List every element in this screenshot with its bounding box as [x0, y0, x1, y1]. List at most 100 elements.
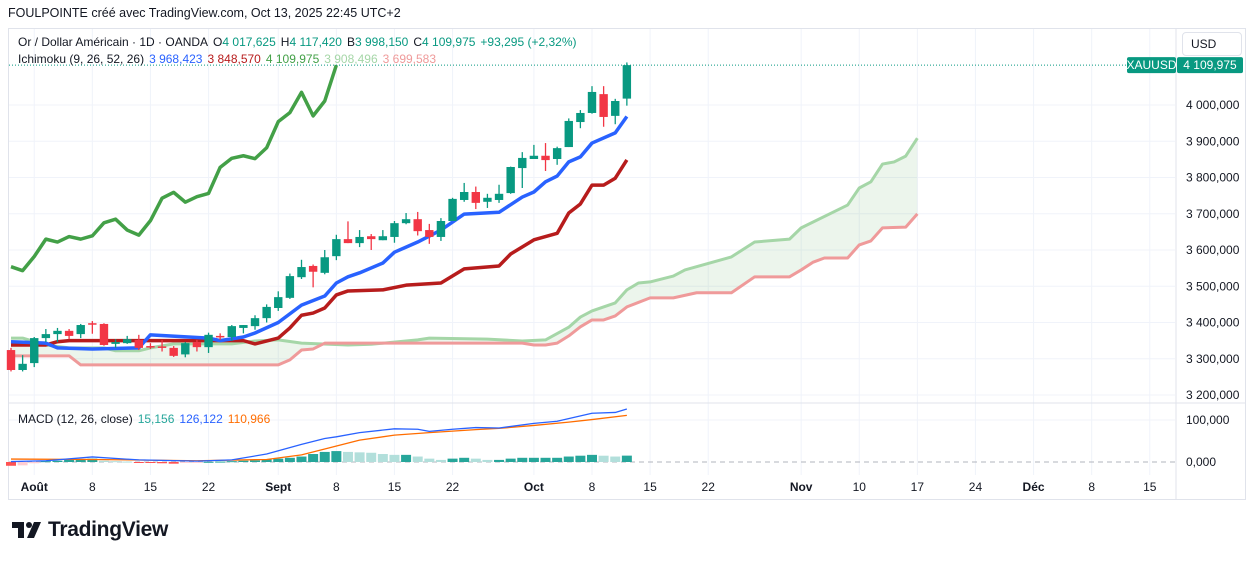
currency-button[interactable]: USD [1182, 32, 1242, 56]
candle-body[interactable] [64, 330, 74, 336]
chart-credit: FOULPOINTE créé avec TradingView.com, Oc… [8, 6, 401, 20]
candle-body[interactable] [239, 325, 248, 328]
candle-body[interactable] [541, 155, 550, 161]
last-price-badge-label: 4 109,975 [1183, 58, 1237, 72]
candle-body[interactable] [332, 239, 341, 257]
change-value: +93,295 (+2,32%) [480, 35, 577, 49]
macd-histogram-bar [308, 454, 319, 462]
candle-body[interactable] [297, 267, 306, 278]
macd-histogram-bar [424, 458, 435, 462]
candle-body[interactable] [76, 325, 85, 335]
macd-histogram-bar [98, 460, 109, 462]
macd-histogram-bar [377, 454, 388, 462]
time-axis-label: Oct [524, 480, 544, 494]
candle-body[interactable] [483, 197, 492, 202]
price-axis-label: 3 300,000 [1186, 352, 1240, 366]
candle-body[interactable] [215, 335, 225, 338]
macd-histogram-bar [505, 458, 516, 462]
candle-body[interactable] [111, 342, 120, 344]
candle-body[interactable] [448, 198, 457, 221]
tradingview-logo-icon [12, 522, 41, 538]
price-axis-label: 3 600,000 [1186, 243, 1240, 257]
macd-label: MACD (12, 26, close) [18, 412, 133, 426]
candle-body[interactable] [53, 330, 62, 335]
candle-body[interactable] [99, 323, 109, 345]
candle-body[interactable] [576, 112, 585, 123]
time-axis-label: 15 [643, 480, 657, 494]
macd-histogram-bar [540, 457, 551, 462]
time-axis-label: Sept [265, 480, 291, 494]
candle-body[interactable] [88, 323, 97, 325]
macd-histogram-bar [52, 460, 63, 462]
candle-body[interactable] [250, 318, 260, 327]
time-axis-label: 8 [589, 480, 596, 494]
macd-axis-label: 0,000 [1186, 455, 1216, 469]
price-axis-label: 3 500,000 [1186, 279, 1240, 293]
candle-body[interactable] [204, 334, 213, 348]
macd-histogram-bar [122, 461, 133, 463]
macd-histogram-bar [621, 455, 632, 462]
candle-body[interactable] [41, 334, 51, 339]
candle-body[interactable] [401, 219, 411, 224]
time-axis-label: 24 [969, 480, 983, 494]
candle-body[interactable] [367, 236, 376, 240]
candle-body[interactable] [599, 94, 608, 117]
candle-body[interactable] [413, 219, 422, 232]
candle-body[interactable] [506, 166, 515, 194]
candle-body[interactable] [611, 101, 620, 116]
macd-legend[interactable]: MACD (12, 26, close) 15,156 126,122 110,966 [18, 412, 275, 426]
candle-body[interactable] [355, 236, 364, 244]
close-value: 4 109,975 [422, 35, 476, 49]
time-axis-label: 22 [446, 480, 460, 494]
macd-histogram-bar [435, 459, 446, 462]
macd-histogram-bar [29, 462, 40, 464]
candle-body[interactable] [564, 120, 573, 148]
candle-body[interactable] [587, 91, 597, 113]
candle-body[interactable] [425, 230, 434, 237]
chart-canvas[interactable]: 4 000,000 3 900,000 3 800,000 3 700,000 3 60… [0, 0, 1257, 505]
candle-body[interactable] [343, 239, 353, 244]
candle-body[interactable] [181, 343, 190, 355]
macd-histogram-bar [133, 462, 144, 463]
candle-body[interactable] [6, 350, 16, 370]
candle-body[interactable] [262, 306, 271, 319]
candle-body[interactable] [146, 346, 155, 348]
time-axis-label: 22 [702, 480, 716, 494]
candle-body[interactable] [552, 148, 562, 160]
candle-body[interactable] [459, 192, 469, 200]
macd-histogram-bar [575, 455, 586, 462]
candle-body[interactable] [471, 192, 480, 203]
candle-body[interactable] [157, 346, 167, 348]
price-axis-label: 3 400,000 [1186, 316, 1240, 330]
candle-body[interactable] [308, 265, 318, 272]
candle-body[interactable] [622, 65, 632, 99]
candle-body[interactable] [123, 339, 132, 344]
candle-body[interactable] [192, 342, 202, 348]
candle-body[interactable] [18, 363, 27, 370]
macd-line-value: 126,122 [179, 412, 223, 426]
symbol-legend[interactable]: Or / Dollar Américain · 1D · OANDA O4 017… [18, 35, 582, 49]
candle-body[interactable] [169, 347, 178, 356]
candle-body[interactable] [518, 157, 527, 169]
candle-body[interactable] [529, 155, 539, 160]
macd-histogram-bar [110, 461, 121, 463]
macd-histogram-bar [215, 461, 226, 463]
tradingview-logo[interactable]: TradingView [12, 518, 168, 542]
span-b-value: 3 699,583 [382, 52, 437, 66]
candle-body[interactable] [227, 326, 236, 337]
macd-histogram-bar [494, 459, 505, 462]
candle-body[interactable] [378, 236, 388, 241]
candle-body[interactable] [436, 221, 446, 237]
macd-histogram-bar [191, 462, 202, 463]
macd-histogram-bar [17, 462, 28, 466]
candle-body[interactable] [320, 257, 329, 273]
candle-body[interactable] [390, 223, 399, 237]
tenkan-sen-line [10, 115, 629, 351]
candle-body[interactable] [134, 339, 144, 348]
candle-body[interactable] [285, 276, 295, 298]
ichimoku-legend[interactable]: Ichimoku (9, 26, 52, 26) 3 968,423 3 848,5… [18, 52, 441, 66]
candle-body[interactable] [274, 297, 283, 308]
macd-histogram-bar [6, 462, 16, 466]
candle-body[interactable] [30, 338, 39, 364]
candle-body[interactable] [494, 193, 504, 200]
